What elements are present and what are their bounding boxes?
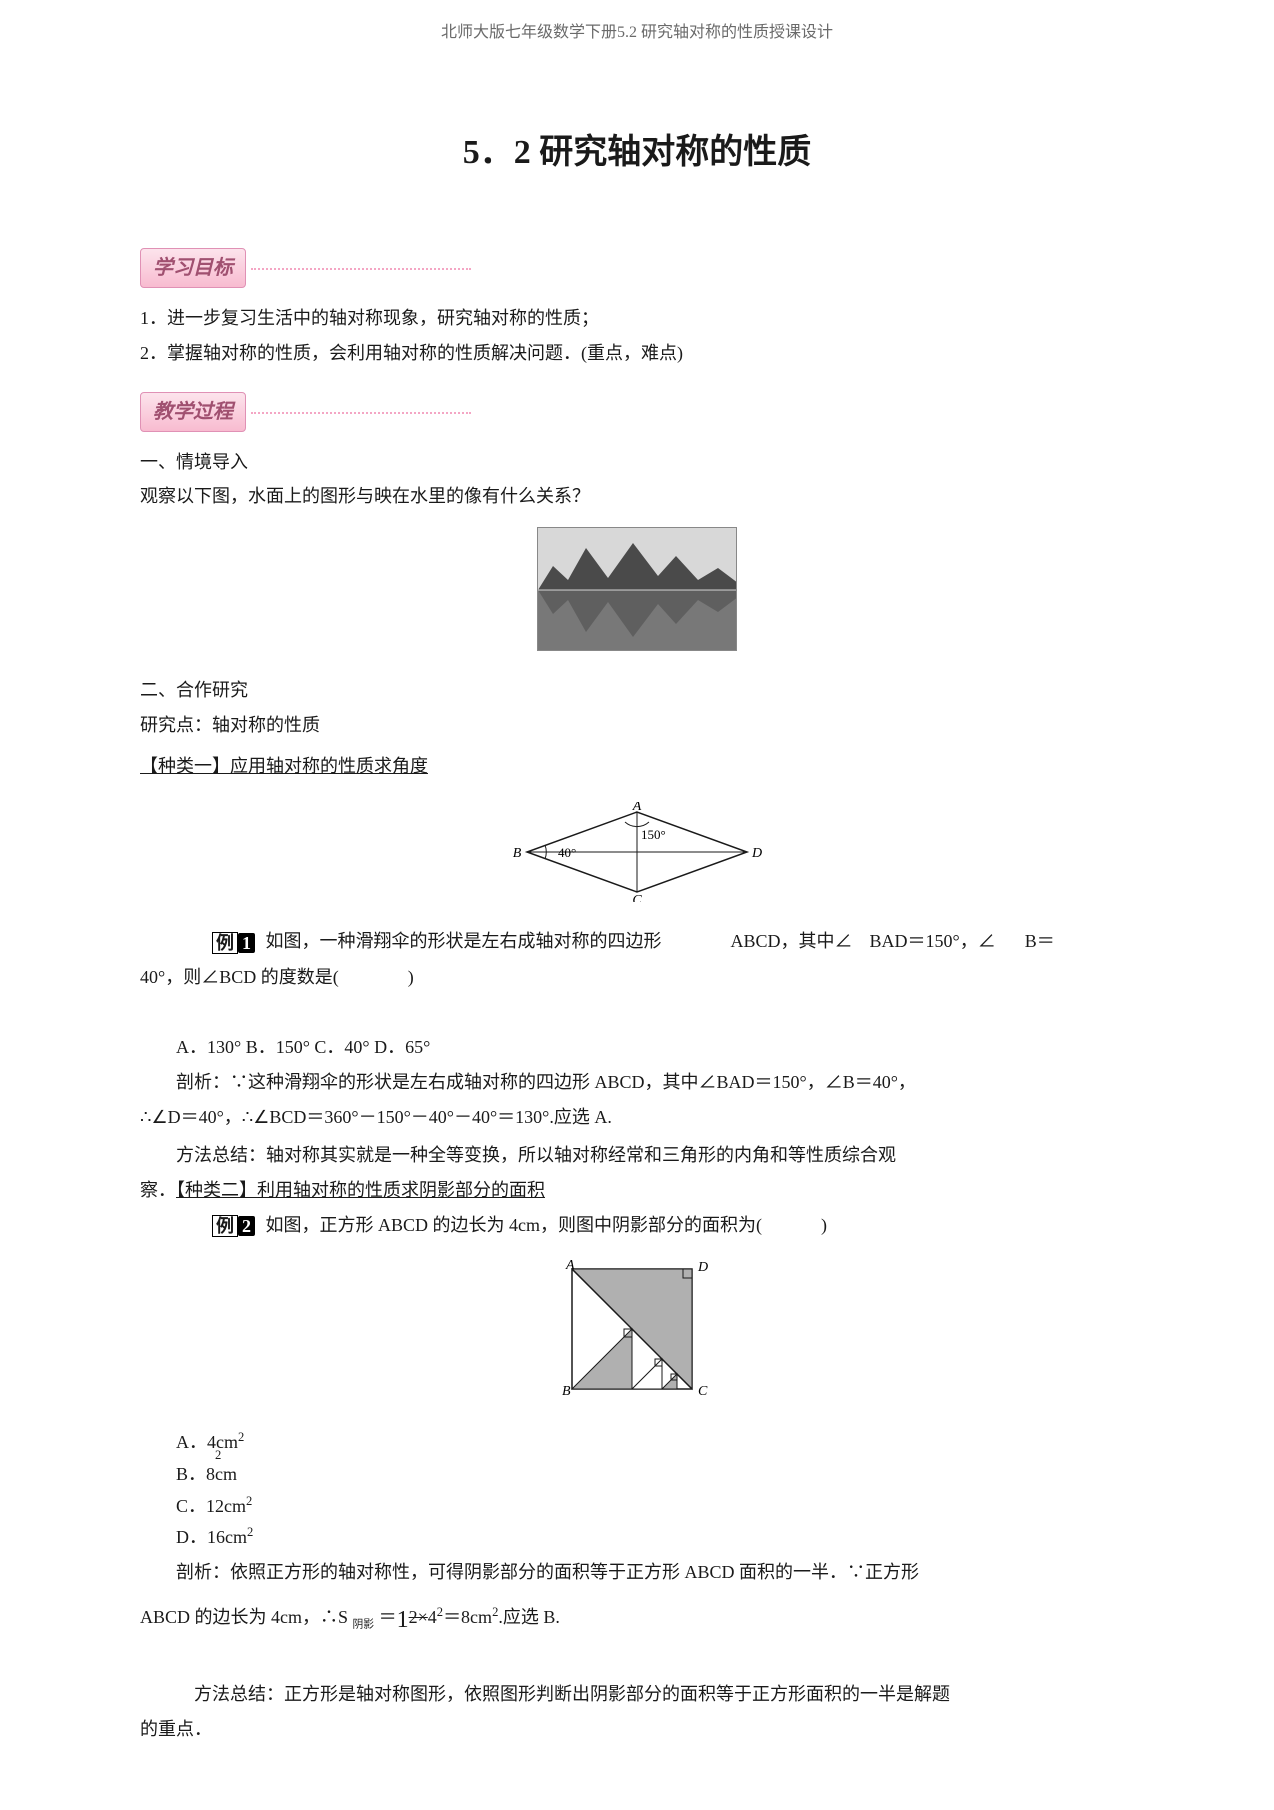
quad-diagram: A B C D 40° 150° xyxy=(140,802,1134,911)
type2-label: 【种类二】利用轴对称的性质求阴影部分的面积 xyxy=(176,1180,545,1200)
goal-2: 2．掌握轴对称的性质，会利用轴对称的性质解决问题．(重点，难点) xyxy=(140,339,1134,368)
sq-label-C: C xyxy=(698,1384,708,1399)
square-diagram: A D B C xyxy=(140,1257,1134,1411)
type1-label: 【种类一】应用轴对称的性质求角度 xyxy=(140,752,428,781)
example2-badge: 例2 xyxy=(176,1212,255,1241)
example2-method2: 的重点． xyxy=(140,1715,1134,1744)
header-text: 北师大版七年级数学下册5.2 研究轴对称的性质授课设计 xyxy=(140,20,1134,46)
reflection-figure xyxy=(140,527,1134,660)
example2-line1: 例2 如图，正方形 ABCD 的边长为 4cm，则图中阴影部分的面积为( ) xyxy=(140,1211,1134,1241)
intro-question: 观察以下图，水面上的图形与映在水里的像有什么关系？ xyxy=(140,482,1134,511)
example1-analysis2: ∴∠D＝40°，∴∠BCD＝360°－150°－40°－40°＝130°.应选 … xyxy=(140,1103,1134,1132)
example2-method1: 方法总结：正方形是轴对称图形，依照图形判断出阴影部分的面积等于正方形面积的一半是… xyxy=(140,1680,1134,1709)
goal-1: 1．进一步复习生活中的轴对称现象，研究轴对称的性质； xyxy=(140,304,1134,333)
example1-options: A．130° B．150° C．40° D．65° xyxy=(140,1033,1134,1062)
example1-method1: 方法总结：轴对称其实就是一种全等变换，所以轴对称经常和三角形的内角和等性质综合观 xyxy=(140,1141,1134,1170)
sq-label-B: B xyxy=(562,1384,571,1399)
label-C: C xyxy=(632,893,642,902)
example2-options: A．4cm2 B．8cm2 C．12cm2 D．16cm2 xyxy=(176,1427,1134,1552)
example1-badge: 例1 xyxy=(176,929,255,958)
heading-cooperate: 二、合作研究 xyxy=(140,676,1134,705)
heading-intro: 一、情境导入 xyxy=(140,448,1134,477)
label-D: D xyxy=(751,846,762,861)
example1-line1: 例1 如图，一种滑翔伞的形状是左右成轴对称的四边形 ABCD，其中∠ BAD＝1… xyxy=(140,927,1134,957)
label-150: 150° xyxy=(641,827,666,842)
example2-analysis1: 剖析：依照正方形的轴对称性，可得阴影部分的面积等于正方形 ABCD 面积的一半．… xyxy=(140,1558,1134,1587)
example1-method2: 察．【种类二】利用轴对称的性质求阴影部分的面积 xyxy=(140,1176,1134,1205)
example1-analysis1: 剖析：∵这种滑翔伞的形状是左右成轴对称的四边形 ABCD，其中∠BAD＝150°… xyxy=(140,1068,1134,1097)
example2-analysis2: ABCD 的边长为 4cm，∴S 阴影 ＝12×42＝8cm2.应选 B. xyxy=(140,1601,1134,1639)
research-point: 研究点：轴对称的性质 xyxy=(140,711,1134,740)
goals-badge: 学习目标 xyxy=(140,248,246,288)
reflection-image xyxy=(537,527,737,651)
label-B: B xyxy=(513,846,522,861)
process-badge: 教学过程 xyxy=(140,392,246,432)
sq-label-A: A xyxy=(565,1258,575,1273)
label-40: 40° xyxy=(558,845,576,860)
page-title: 5．2 研究轴对称的性质 xyxy=(140,126,1134,180)
label-A: A xyxy=(632,802,642,814)
sq-label-D: D xyxy=(697,1260,708,1275)
example1-line2: 40°，则∠BCD 的度数是( ) xyxy=(140,963,1134,992)
